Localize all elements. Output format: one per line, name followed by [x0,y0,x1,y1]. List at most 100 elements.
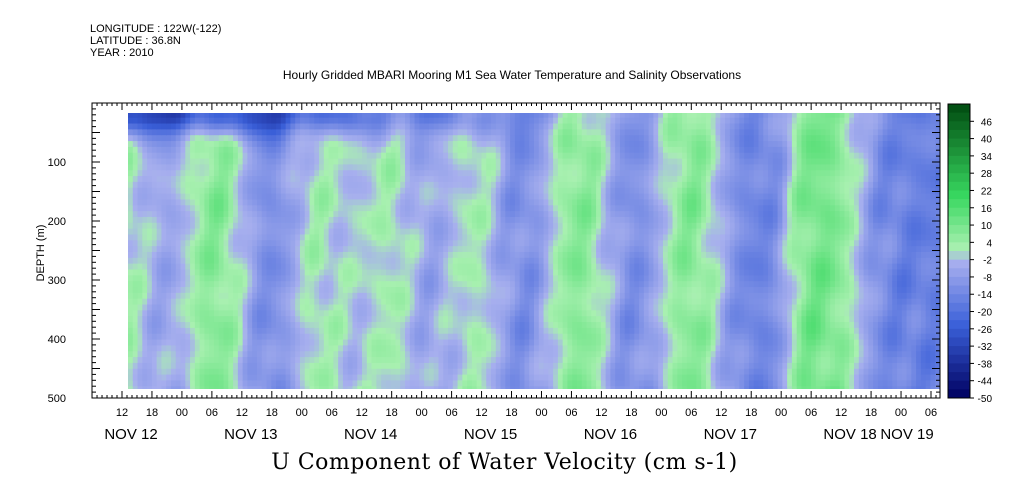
heatmap-cell [233,327,239,335]
heatmap-cell [505,117,511,125]
heatmap-cell [199,316,206,323]
heatmap-cell [553,368,559,376]
heatmap-cell [228,304,234,311]
heatmap-cell [576,193,583,201]
heatmap-cell [405,322,411,329]
heatmap-cell [596,310,602,317]
heatmap-cell [304,362,311,370]
heatmap-cell [390,199,397,206]
heatmap-cell [462,240,468,247]
heatmap-cell [347,327,354,335]
heatmap-cell [615,164,621,171]
heatmap-cell [510,158,516,165]
heatmap-cell [414,322,420,329]
heatmap-cell [452,187,459,195]
heatmap-cell [314,275,320,282]
heatmap-cell [610,374,616,382]
heatmap-cell [610,146,616,154]
heatmap-cell [347,205,354,212]
heatmap-cell [175,129,182,136]
heatmap-cell [180,199,186,206]
heatmap-cell [362,129,368,136]
heatmap-cell [605,298,612,306]
heatmap-cell [185,351,191,358]
heatmap-cell [333,316,339,323]
heatmap-cell [581,263,588,271]
heatmap-cell [170,327,177,335]
heatmap-cell [448,362,454,370]
heatmap-cell [156,269,163,276]
heatmap-cell [414,275,420,282]
heatmap-cell [290,216,296,224]
heatmap-cell [347,113,354,119]
heatmap-cell [261,275,268,282]
heatmap-cell [261,316,268,323]
heatmap-cell [538,374,545,382]
heatmap-cell [424,310,430,317]
heatmap-cell [524,135,530,142]
heatmap-cell [185,298,191,306]
heatmap-cell [376,310,382,317]
heatmap-cell [299,199,306,206]
heatmap-cell [448,152,454,160]
heatmap-cell [213,240,220,247]
heatmap-cell [433,251,440,259]
heatmap-cell [309,222,315,230]
heatmap-cell [615,275,621,282]
heatmap-cell [381,316,387,323]
heatmap-cell [342,222,349,230]
heatmap-cell [557,146,564,154]
heatmap-cell [128,316,134,323]
heatmap-cell [290,316,296,323]
heatmap-cell [357,257,363,265]
heatmap-cell [261,281,268,288]
heatmap-cell [185,251,191,259]
heatmap-cell [256,181,263,189]
heatmap-cell [247,292,253,300]
heatmap-cell [194,135,201,142]
heatmap-cell [204,176,210,183]
heatmap-cell [385,386,392,389]
heatmap-cell [237,281,244,288]
heatmap-cell [295,205,301,212]
heatmap-cell [190,246,196,253]
heatmap-cell [591,211,597,218]
heatmap-cell [319,216,325,224]
heatmap-cell [228,339,234,346]
heatmap-cell [414,257,420,265]
heatmap-cell [471,246,478,253]
heatmap-cell [400,357,406,364]
heatmap-cell [218,193,225,201]
heatmap-cell [151,351,158,358]
heatmap-cell [285,357,291,364]
heatmap-cell [529,193,535,201]
heatmap-cell [342,129,349,136]
heatmap-cell [481,211,487,218]
heatmap-cell [543,205,549,212]
heatmap-cell [548,339,554,346]
heatmap-cell [338,287,344,294]
heatmap-cell [161,216,167,224]
heatmap-cell [414,263,420,271]
heatmap-cell [295,292,301,300]
heatmap-cell [400,368,406,376]
heatmap-cell [443,211,449,218]
heatmap-cell [362,357,368,364]
heatmap-cell [357,181,363,189]
heatmap-cell [500,123,506,130]
heatmap-cell [581,228,588,236]
heatmap-cell [524,234,530,241]
heatmap-cell [519,357,526,364]
heatmap-cell [610,380,616,387]
heatmap-cell [256,386,263,389]
heatmap-cell [266,164,272,171]
heatmap-cell [170,275,177,282]
heatmap-cell [534,222,540,230]
heatmap-cell [385,292,392,300]
heatmap-cell [252,339,258,346]
heatmap-cell [323,113,330,119]
heatmap-cell [323,240,330,247]
heatmap-cell [213,357,220,364]
heatmap-cell [280,164,287,171]
heatmap-cell [213,129,220,136]
